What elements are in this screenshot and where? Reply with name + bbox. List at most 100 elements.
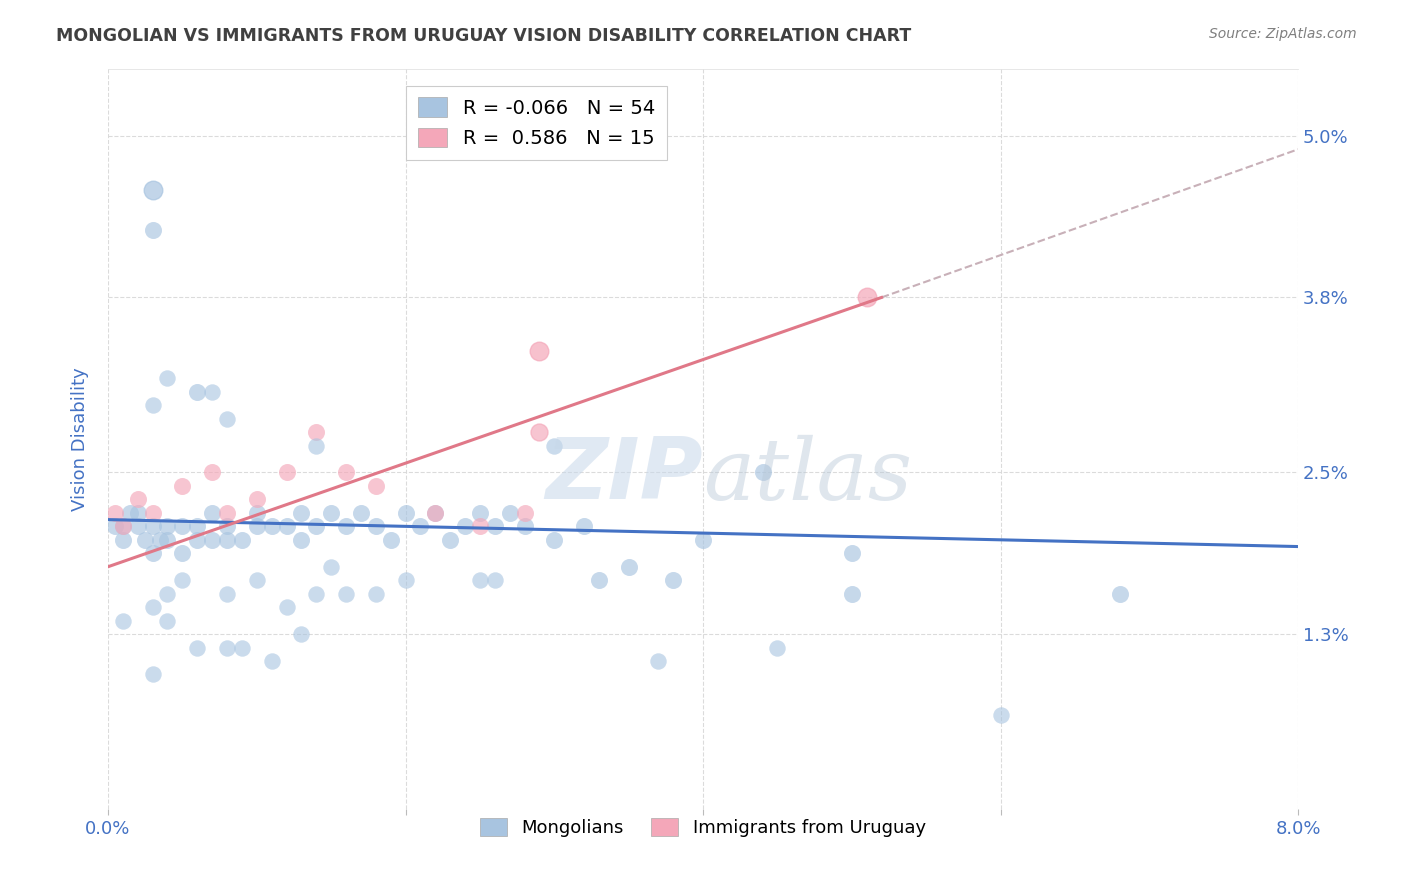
Text: MONGOLIAN VS IMMIGRANTS FROM URUGUAY VISION DISABILITY CORRELATION CHART: MONGOLIAN VS IMMIGRANTS FROM URUGUAY VIS… <box>56 27 911 45</box>
Point <box>409 519 432 533</box>
Point <box>290 627 312 641</box>
Point <box>692 533 714 547</box>
Point <box>513 519 536 533</box>
Point <box>246 573 269 587</box>
Point <box>231 533 253 547</box>
Point <box>156 519 179 533</box>
Point <box>276 519 298 533</box>
Point <box>142 183 165 197</box>
Point <box>142 223 165 237</box>
Point <box>484 519 506 533</box>
Point <box>172 546 194 560</box>
Point <box>246 506 269 520</box>
Point <box>215 506 238 520</box>
Point <box>127 492 149 507</box>
Point <box>290 533 312 547</box>
Point <box>468 519 491 533</box>
Point <box>766 640 789 655</box>
Point <box>364 479 387 493</box>
Point <box>855 290 877 304</box>
Point <box>305 425 328 439</box>
Point <box>335 466 357 480</box>
Point <box>364 587 387 601</box>
Point <box>484 573 506 587</box>
Text: ZIP: ZIP <box>546 434 703 517</box>
Point <box>120 506 142 520</box>
Point <box>156 533 179 547</box>
Point <box>498 506 520 520</box>
Point <box>529 344 551 359</box>
Point <box>454 519 477 533</box>
Point <box>841 546 863 560</box>
Point <box>394 573 416 587</box>
Point <box>647 654 669 668</box>
Point <box>321 506 343 520</box>
Point <box>104 519 127 533</box>
Point <box>588 573 610 587</box>
Point <box>172 573 194 587</box>
Point <box>425 506 447 520</box>
Point <box>246 492 269 507</box>
Point <box>246 519 269 533</box>
Point <box>305 519 328 533</box>
Point <box>513 506 536 520</box>
Point <box>305 587 328 601</box>
Point <box>127 519 149 533</box>
Point <box>321 559 343 574</box>
Point <box>1108 587 1130 601</box>
Point <box>260 654 283 668</box>
Point <box>335 519 357 533</box>
Point <box>276 600 298 615</box>
Point <box>425 506 447 520</box>
Point <box>305 439 328 453</box>
Point <box>617 559 640 574</box>
Point <box>156 614 179 628</box>
Point <box>142 546 165 560</box>
Point <box>172 479 194 493</box>
Point <box>380 533 402 547</box>
Point <box>111 519 134 533</box>
Point <box>172 519 194 533</box>
Point <box>111 614 134 628</box>
Point <box>215 587 238 601</box>
Legend: Mongolians, Immigrants from Uruguay: Mongolians, Immigrants from Uruguay <box>472 811 934 845</box>
Point <box>290 506 312 520</box>
Text: atlas: atlas <box>703 434 912 517</box>
Point <box>127 506 149 520</box>
Point <box>201 533 224 547</box>
Point <box>350 506 373 520</box>
Point <box>543 533 565 547</box>
Point <box>215 519 238 533</box>
Point <box>260 519 283 533</box>
Point <box>201 466 224 480</box>
Point <box>215 533 238 547</box>
Point <box>439 533 461 547</box>
Point <box>142 600 165 615</box>
Point <box>231 640 253 655</box>
Point <box>543 439 565 453</box>
Point <box>751 466 773 480</box>
Point <box>156 587 179 601</box>
Point <box>149 533 172 547</box>
Point <box>186 384 208 399</box>
Point <box>142 519 165 533</box>
Point <box>111 533 134 547</box>
Point <box>186 640 208 655</box>
Point <box>468 573 491 587</box>
Text: Source: ZipAtlas.com: Source: ZipAtlas.com <box>1209 27 1357 41</box>
Point <box>990 707 1012 722</box>
Y-axis label: Vision Disability: Vision Disability <box>72 367 89 511</box>
Point <box>156 371 179 385</box>
Point <box>394 506 416 520</box>
Point <box>276 466 298 480</box>
Point <box>142 667 165 681</box>
Point <box>529 425 551 439</box>
Point <box>841 587 863 601</box>
Point <box>104 506 127 520</box>
Point <box>142 506 165 520</box>
Point <box>572 519 595 533</box>
Point <box>662 573 685 587</box>
Point <box>201 384 224 399</box>
Point <box>186 519 208 533</box>
Point <box>186 533 208 547</box>
